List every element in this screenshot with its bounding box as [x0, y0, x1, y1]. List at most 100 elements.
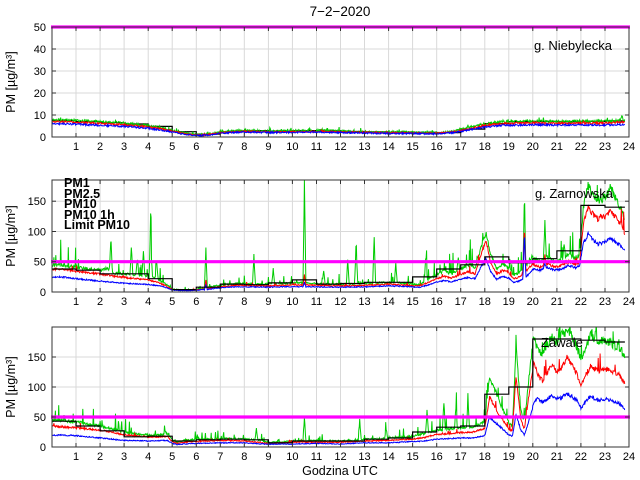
y-tick-label: 20 — [34, 88, 46, 100]
x-tick-label: 24 — [623, 296, 635, 308]
x-tick-label: 3 — [121, 296, 127, 308]
x-tick-label: 14 — [382, 141, 394, 153]
x-tick-label: 3 — [121, 141, 127, 153]
x-tick-label: 2 — [97, 296, 103, 308]
pm1-line — [52, 230, 626, 292]
panel-3: 1 2 3 4 5 6 7 8 9 10 11 12 13 14 15 16 17 18 19 20 21 22 23 240… — [28, 326, 635, 463]
x-tick-label: 20 — [527, 296, 539, 308]
panel-1: 1 2 3 4 5 6 7 8 9 10 11 12 13 14 15 16 17 18 19 20 21 22 23 240… — [34, 22, 635, 153]
x-tick-label: 2 — [97, 141, 103, 153]
x-tick-label: 7 — [217, 141, 223, 153]
x-tick-label: 7 — [217, 451, 223, 463]
x-tick-label: 13 — [358, 296, 370, 308]
series-group — [52, 327, 626, 446]
x-tick-label: 18 — [479, 296, 491, 308]
pm25-line — [52, 204, 626, 292]
x-tick-label: 6 — [193, 451, 199, 463]
x-tick-label: 5 — [169, 141, 175, 153]
x-tick-label: 8 — [241, 296, 247, 308]
x-tick-label: 21 — [551, 451, 563, 463]
y-tick-label: 0 — [40, 132, 46, 144]
y-tick-label: 40 — [34, 44, 46, 56]
x-tick-label: 15 — [406, 141, 418, 153]
station-label-zarnowska: g. Zarnowska — [535, 186, 614, 201]
x-tick-label: 21 — [551, 296, 563, 308]
x-tick-label: 11 — [311, 141, 322, 153]
pm1-line — [52, 121, 626, 137]
plot-layers: 1 2 3 4 5 6 7 8 9 10 11 12 13 14 15 16 17 18 19 20 21 22 23 240… — [28, 22, 635, 463]
x-tick-label: 1 — [73, 296, 79, 308]
x-tick-label: 5 — [169, 296, 175, 308]
x-tick-label: 19 — [503, 296, 515, 308]
x-tick-label: 15 — [406, 451, 418, 463]
pm10-line — [52, 327, 626, 445]
x-tick-label: 10 — [286, 296, 298, 308]
y-tick-label: 0 — [40, 442, 46, 454]
x-tick-label: 17 — [455, 451, 467, 463]
legend-entry-pm10-1h: PM10 1h — [64, 208, 115, 222]
x-tick-label: 16 — [431, 296, 443, 308]
x-tick-label: 24 — [623, 141, 635, 153]
legend-entry-pm10: PM10 — [64, 197, 97, 211]
x-tick-label: 17 — [455, 141, 467, 153]
y-axis-label-panel1: PM [µg/m³] — [4, 51, 18, 112]
x-tick-label: 15 — [406, 296, 418, 308]
y-axis-label-panel2: PM [µg/m³] — [4, 205, 18, 266]
x-tick-label: 18 — [479, 451, 491, 463]
y-tick-label: 0 — [40, 287, 46, 299]
y-tick-label: 100 — [28, 382, 46, 394]
x-tick-label: 19 — [503, 141, 515, 153]
x-tick-label: 8 — [241, 141, 247, 153]
x-tick-label: 9 — [265, 451, 271, 463]
x-tick-label: 18 — [479, 141, 491, 153]
x-tick-label: 16 — [431, 451, 443, 463]
x-tick-label: 6 — [193, 141, 199, 153]
x-tick-label: 3 — [121, 451, 127, 463]
x-tick-label: 12 — [334, 451, 346, 463]
x-tick-label: 22 — [575, 296, 587, 308]
x-tick-label: 9 — [265, 141, 271, 153]
x-tick-label: 24 — [623, 451, 635, 463]
x-tick-label: 21 — [551, 141, 563, 153]
x-tick-label: 23 — [599, 141, 611, 153]
x-tick-label: 23 — [599, 451, 611, 463]
x-tick-label: 22 — [575, 451, 587, 463]
x-tick-label: 11 — [311, 296, 322, 308]
x-tick-label: 4 — [145, 141, 151, 153]
y-tick-label: 30 — [34, 66, 46, 78]
x-tick-label: 4 — [145, 296, 151, 308]
panel-2: 1 2 3 4 5 6 7 8 9 10 11 12 13 14 15 16 17 18 19 20 21 22 23 240… — [28, 179, 635, 308]
legend-entry-pm25: PM2.5 — [64, 187, 100, 201]
y-tick-label: 150 — [28, 352, 46, 364]
x-tick-label: 2 — [97, 451, 103, 463]
pm1-line — [52, 392, 626, 446]
pm10-1h-step-line — [52, 338, 625, 444]
x-tick-label: 13 — [358, 141, 370, 153]
series-group — [52, 114, 626, 137]
x-tick-label: 17 — [455, 296, 467, 308]
x-tick-label: 20 — [527, 451, 539, 463]
y-axis-label-panel3: PM [µg/m³] — [4, 356, 18, 417]
x-tick-label: 11 — [311, 451, 322, 463]
x-tick-label: 19 — [503, 451, 515, 463]
y-tick-label: 100 — [28, 227, 46, 239]
x-axis-label: Godzina UTC — [302, 464, 378, 478]
x-tick-label: 16 — [431, 141, 443, 153]
y-tick-label: 150 — [28, 196, 46, 208]
y-tick-label: 50 — [34, 257, 46, 269]
x-tick-label: 1 — [73, 451, 79, 463]
x-tick-label: 23 — [599, 296, 611, 308]
x-tick-label: 8 — [241, 451, 247, 463]
pm10-1h-step-line — [52, 204, 625, 291]
x-tick-label: 1 — [73, 141, 79, 153]
text-layer: 7−2−2020 g. Niebylecka g. Zarnowska Zawa… — [4, 4, 614, 478]
x-tick-label: 10 — [286, 141, 298, 153]
x-tick-label: 14 — [382, 451, 394, 463]
x-tick-label: 22 — [575, 141, 587, 153]
legend-entry-pm1: PM1 — [64, 176, 90, 190]
x-tick-label: 20 — [527, 141, 539, 153]
y-tick-label: 50 — [34, 22, 46, 34]
x-tick-label: 12 — [334, 296, 346, 308]
station-label-niebylecka: g. Niebylecka — [534, 38, 613, 53]
